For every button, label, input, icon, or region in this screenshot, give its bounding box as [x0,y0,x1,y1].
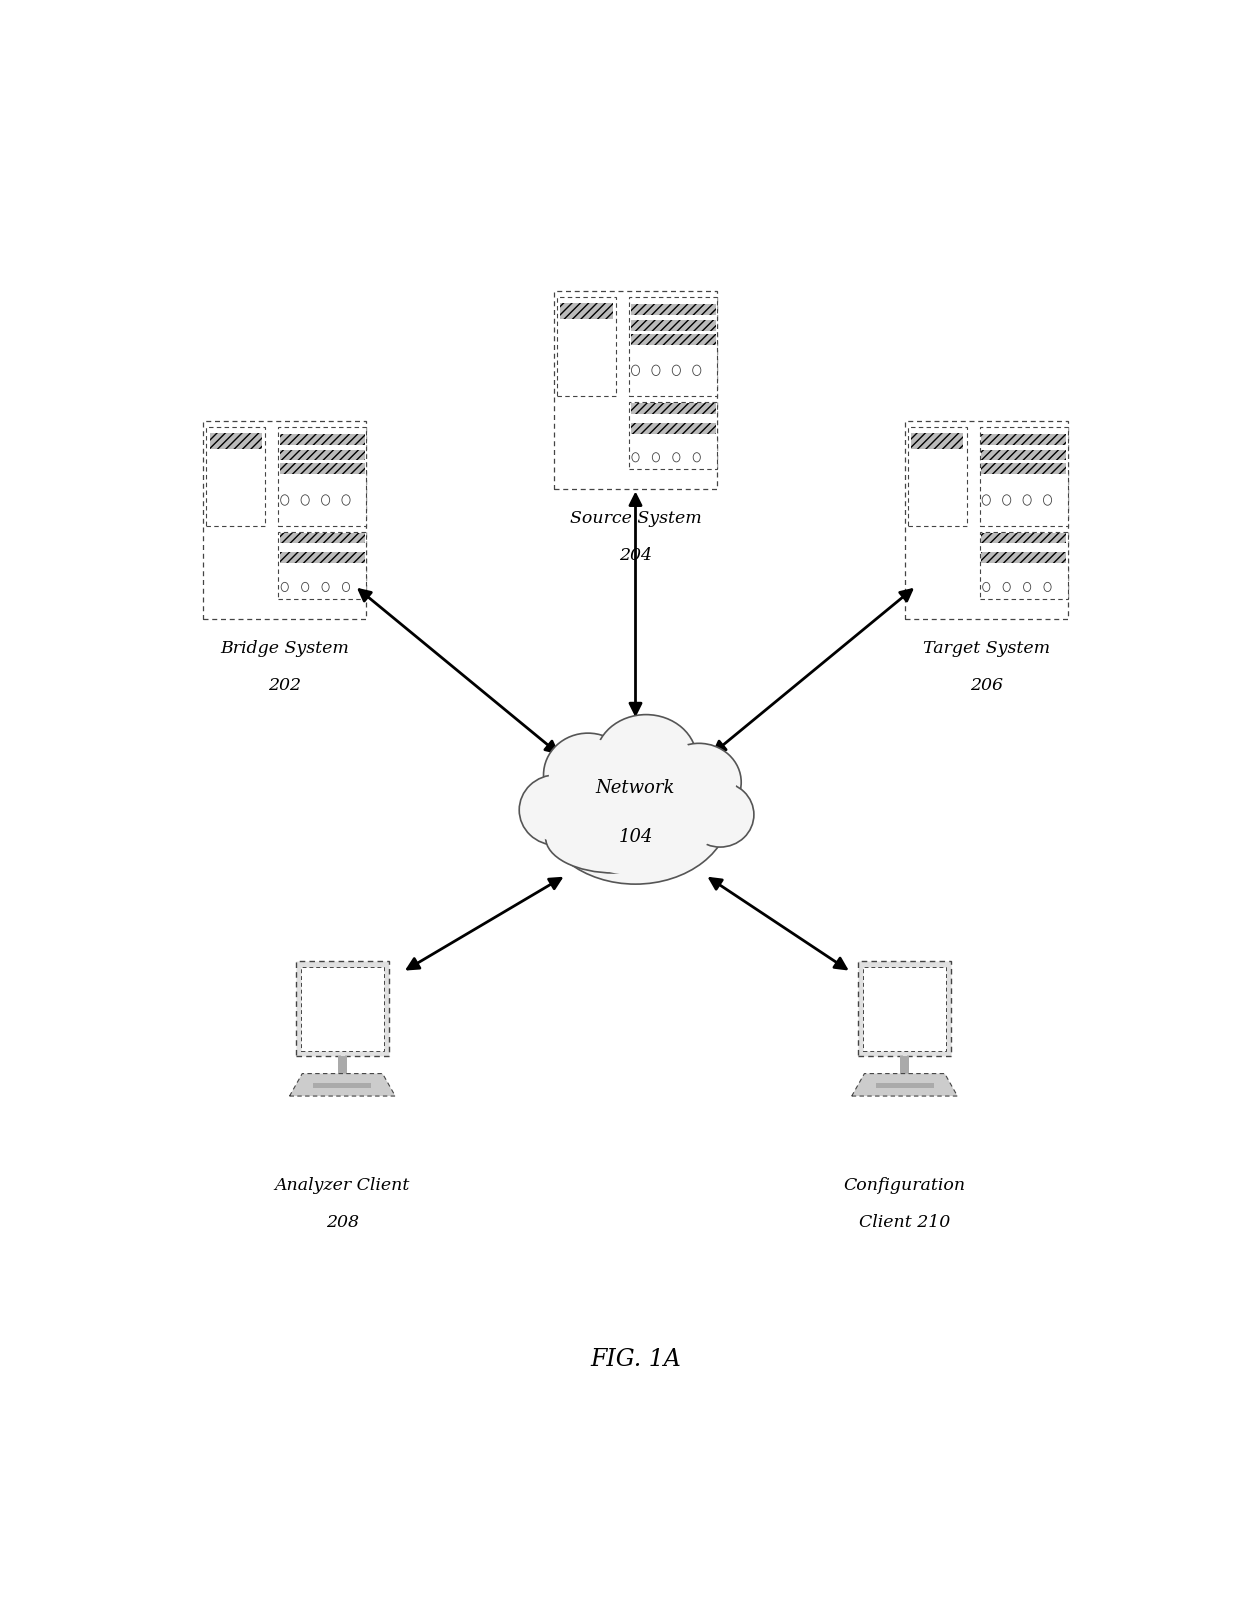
Bar [908,427,967,526]
Bar [981,449,1066,460]
Bar [631,334,715,345]
Bar [280,449,365,460]
Text: Target System: Target System [923,640,1050,656]
Circle shape [342,494,350,505]
Polygon shape [852,1073,957,1096]
Circle shape [693,366,701,375]
Text: 208: 208 [326,1214,358,1230]
Text: Analyzer Client: Analyzer Client [275,1177,410,1193]
Ellipse shape [552,744,719,876]
Bar [631,403,715,414]
Text: Network: Network [595,780,676,797]
Circle shape [342,582,350,592]
Circle shape [1023,582,1030,592]
Circle shape [281,582,289,592]
Ellipse shape [549,738,627,812]
Ellipse shape [595,715,697,804]
Circle shape [982,582,990,592]
Ellipse shape [691,786,750,844]
Ellipse shape [601,720,691,799]
Bar [560,303,613,319]
Bar [981,433,1066,444]
Circle shape [322,582,329,592]
Bar [280,533,365,544]
Text: 104: 104 [619,828,652,847]
Bar [206,427,265,526]
Bar [900,1057,909,1073]
Circle shape [280,494,289,505]
Polygon shape [290,1073,396,1096]
Circle shape [631,366,640,375]
Circle shape [1043,494,1052,505]
Bar [210,433,262,449]
Circle shape [673,452,680,462]
Circle shape [301,582,309,592]
Bar [981,533,1066,544]
Bar [280,552,365,563]
Ellipse shape [520,775,593,845]
Ellipse shape [657,743,742,821]
Bar [631,423,715,433]
Circle shape [652,366,660,375]
Bar [314,1083,372,1088]
Text: 206: 206 [970,677,1003,693]
Bar [557,297,616,396]
Bar [911,433,963,449]
Text: Configuration: Configuration [843,1177,966,1193]
Ellipse shape [543,733,632,816]
Text: FIG. 1A: FIG. 1A [590,1347,681,1371]
Bar [554,292,717,489]
Bar [629,403,717,468]
Bar [337,1057,347,1073]
Bar [280,464,365,475]
Bar [863,967,946,1051]
Text: 202: 202 [268,677,301,693]
Circle shape [1023,494,1032,505]
Bar [295,961,389,1057]
Bar [278,531,367,598]
Bar [858,961,951,1057]
Circle shape [652,452,660,462]
Bar [301,967,383,1051]
Bar [981,552,1066,563]
Text: Client 210: Client 210 [859,1214,950,1230]
Text: Source System: Source System [569,510,702,526]
Bar [203,420,367,619]
Ellipse shape [546,802,683,873]
Circle shape [693,452,701,462]
Circle shape [1003,582,1011,592]
Circle shape [632,452,639,462]
Circle shape [1044,582,1052,592]
Text: 204: 204 [619,547,652,565]
Ellipse shape [554,807,675,869]
Bar [629,297,717,396]
Circle shape [301,494,309,505]
Ellipse shape [662,747,737,816]
Bar [631,319,715,330]
Bar [278,427,367,526]
Bar [980,427,1068,526]
Bar [631,305,715,314]
Bar [905,420,1068,619]
Ellipse shape [541,736,730,884]
Bar [875,1083,934,1088]
Circle shape [1003,494,1011,505]
Bar [981,464,1066,475]
Bar [980,531,1068,598]
Ellipse shape [523,780,589,840]
Ellipse shape [686,783,754,847]
Text: Bridge System: Bridge System [221,640,350,656]
Bar [280,433,365,444]
Circle shape [672,366,681,375]
Circle shape [982,494,991,505]
Circle shape [321,494,330,505]
